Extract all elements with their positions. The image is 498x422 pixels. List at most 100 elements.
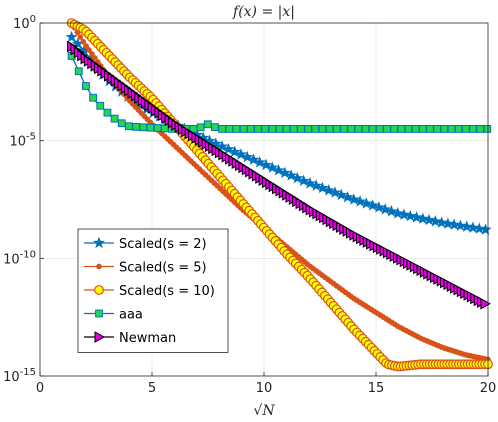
data-point [335, 188, 348, 201]
data-point [423, 213, 436, 226]
data-point [433, 125, 442, 133]
x-tick-label: 5 [148, 381, 156, 396]
legend: Scaled(s = 2) Scaled(s = 5) Scaled(s = 10)… [77, 228, 229, 353]
data-point [454, 219, 467, 231]
data-point [94, 285, 104, 295]
data-point [83, 43, 89, 49]
data-point [132, 122, 140, 131]
data-point [291, 171, 304, 184]
data-point [310, 179, 323, 191]
data-point [391, 207, 404, 219]
data-point [209, 137, 222, 149]
data-point [272, 163, 285, 176]
data-point [266, 161, 279, 173]
legend-entry: Scaled(s = 10) [84, 284, 215, 299]
legend-entry: Scaled(s = 5) [84, 261, 207, 276]
data-point [479, 223, 492, 235]
y-tick-base: 10 [9, 135, 26, 150]
data-point [232, 125, 241, 133]
data-point [473, 222, 486, 234]
data-point [241, 150, 254, 163]
data-point [268, 125, 277, 133]
data-point [404, 209, 417, 222]
data-point [332, 125, 341, 133]
data-point [225, 125, 234, 133]
data-point [441, 217, 454, 229]
data-point [275, 125, 284, 133]
data-point [218, 125, 227, 133]
series-4 [67, 40, 491, 310]
legend-entry: Scaled(s = 2) [84, 236, 207, 252]
data-point [86, 47, 92, 53]
y-tick-label: 10-5 [9, 132, 36, 150]
data-point [410, 211, 423, 223]
data-point [426, 125, 434, 133]
legend-label: Scaled(s = 5) [119, 261, 207, 276]
data-point [246, 125, 255, 133]
data-point [92, 236, 106, 249]
data-point [89, 93, 97, 102]
data-point [347, 125, 356, 133]
data-point [222, 142, 235, 155]
data-point [196, 123, 205, 132]
y-tick-exponent: 0 [30, 14, 36, 25]
data-point [139, 123, 148, 132]
data-point [89, 51, 95, 57]
data-point [211, 123, 219, 132]
data-point [146, 123, 155, 132]
data-point [247, 153, 260, 165]
data-point [476, 125, 485, 133]
x-axis-label: √N [253, 403, 275, 419]
data-point [483, 125, 492, 133]
data-point [253, 156, 266, 168]
data-point [285, 169, 298, 181]
data-point [103, 108, 112, 117]
data-point [411, 125, 420, 133]
data-point [435, 216, 448, 228]
data-point [360, 197, 373, 209]
data-point [480, 297, 491, 310]
legend-entry: Newman [84, 331, 176, 346]
y-tick-exponent: -5 [26, 132, 36, 143]
data-point [466, 221, 480, 233]
data-point [440, 125, 449, 133]
x-tick-label: 15 [368, 381, 385, 396]
data-point [117, 119, 126, 128]
data-point [397, 208, 411, 220]
x-tick-label: 10 [256, 381, 273, 396]
y-tick-base: 10 [13, 17, 30, 32]
data-point [282, 125, 291, 133]
data-point [341, 190, 354, 203]
y-tick-base: 10 [3, 252, 20, 267]
data-point [74, 67, 83, 76]
data-point [366, 199, 379, 211]
data-point [94, 331, 106, 343]
data-point [447, 125, 456, 133]
data-point [340, 125, 348, 133]
data-point [385, 205, 398, 217]
data-point [95, 309, 103, 318]
data-point [96, 263, 102, 270]
data-point [311, 125, 320, 133]
data-point [234, 148, 248, 160]
x-tick-label: 20 [480, 381, 497, 396]
data-point [404, 125, 413, 133]
data-point [254, 125, 262, 133]
data-point [372, 201, 385, 213]
data-point [318, 125, 327, 133]
legend-label: aaa [119, 308, 143, 323]
y-tick-exponent: -10 [20, 249, 36, 260]
legend-label: Scaled(s = 2) [119, 237, 207, 252]
data-point [92, 55, 98, 61]
data-point [322, 184, 335, 196]
data-point [80, 38, 87, 45]
data-point [429, 215, 442, 227]
data-point [297, 174, 310, 187]
data-point [216, 140, 229, 152]
data-point [448, 218, 461, 230]
data-point [303, 177, 317, 189]
data-point [125, 122, 133, 131]
data-point [347, 193, 360, 205]
series-layer [65, 18, 493, 372]
